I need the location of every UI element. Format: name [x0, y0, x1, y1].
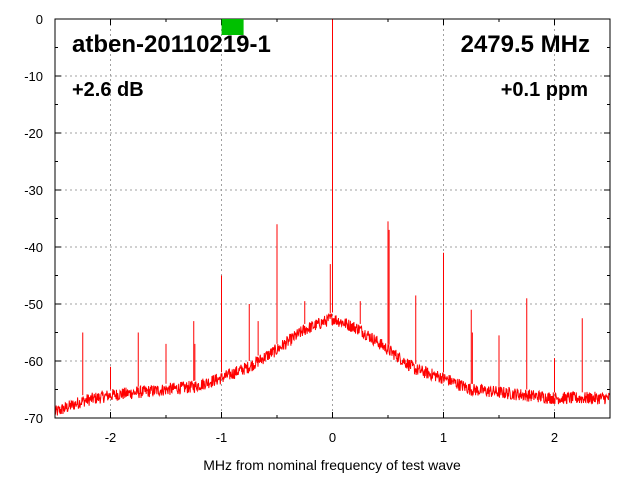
x-tick-label: 0 [329, 430, 336, 445]
spectrum-series [54, 19, 611, 416]
x-tick-label: -2 [105, 430, 117, 445]
y-tick-label: -10 [24, 69, 43, 84]
x-tick-label: -1 [216, 430, 228, 445]
y-tick-label: -20 [24, 126, 43, 141]
y-tick-label: -60 [24, 354, 43, 369]
y-tick-label: -50 [24, 297, 43, 312]
offset-label: +0.1 ppm [501, 79, 588, 101]
chart-title: atben-20110219-1 [72, 31, 271, 58]
y-axis-ticks: 0 -10 -20 -30 -40 -50 -60 -70 [24, 12, 610, 426]
x-tick-label: 2 [551, 430, 558, 445]
y-tick-label: -40 [24, 240, 43, 255]
noise-floor-trace [54, 312, 611, 416]
plot-frame [54, 18, 611, 419]
y-tick-label: -30 [24, 183, 43, 198]
status-indicator [221, 19, 244, 35]
x-tick-label: 1 [440, 430, 447, 445]
x-axis-title: MHz from nominal frequency of test wave [203, 457, 461, 473]
frequency-label: 2479.5 MHz [461, 31, 590, 58]
y-tick-label: 0 [36, 12, 43, 27]
y-tick-label: -70 [24, 411, 43, 426]
gain-label: +2.6 dB [72, 79, 144, 101]
